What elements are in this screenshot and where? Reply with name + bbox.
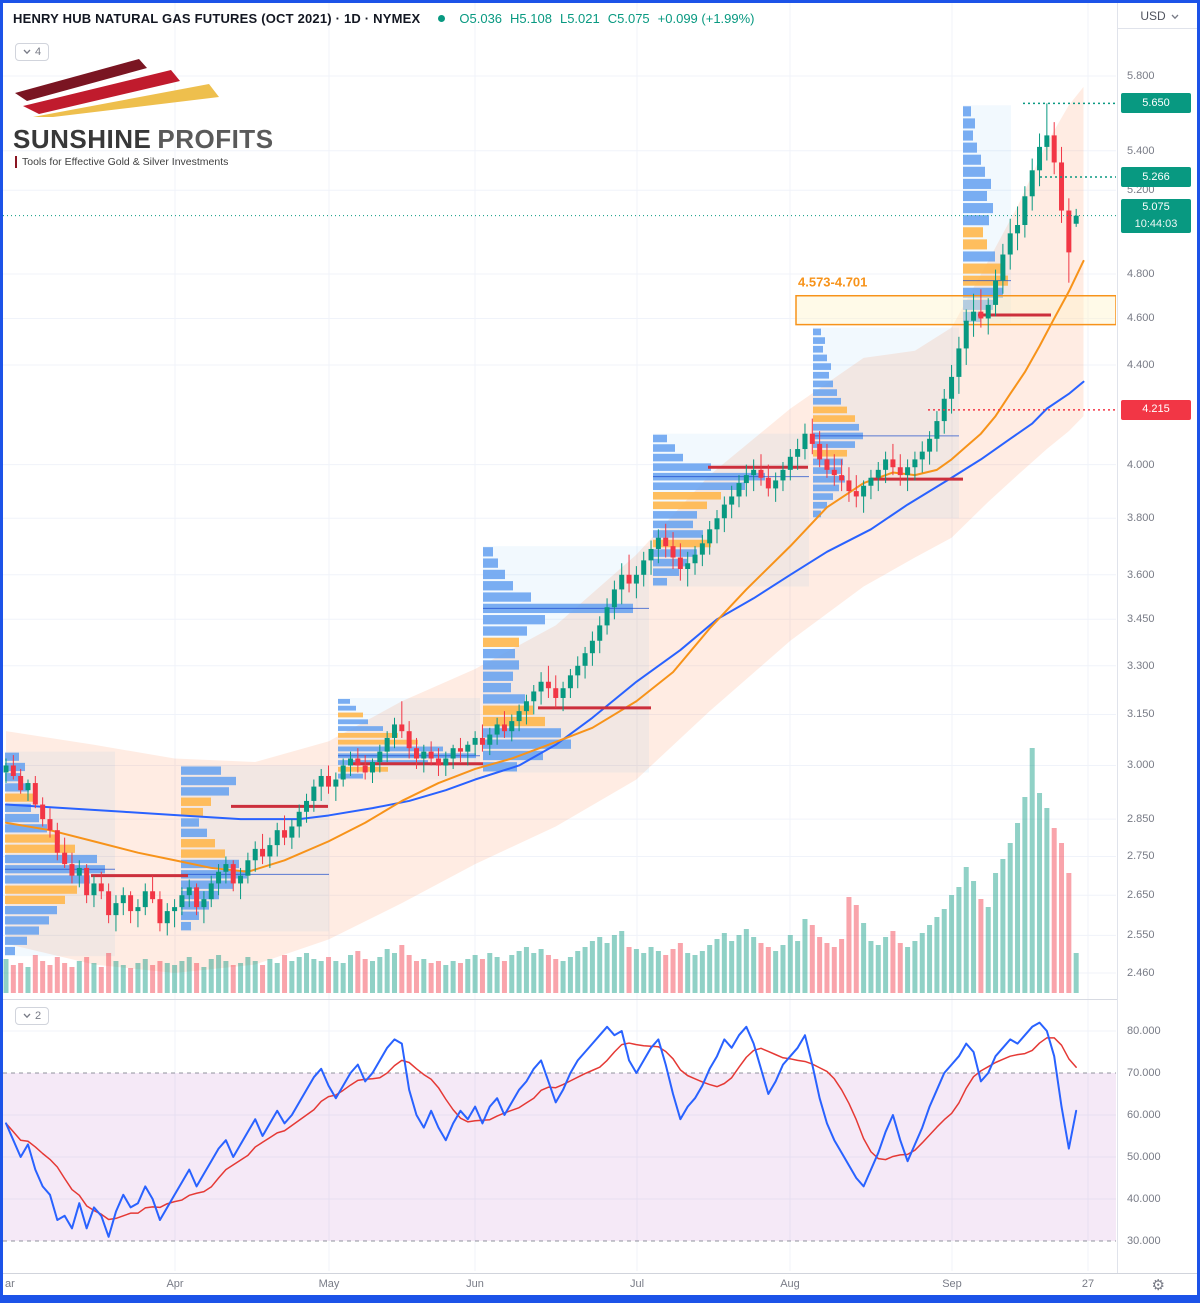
ohlc-values: O5.036 H5.108 L5.021 C5.075 +0.099 (+1.9… <box>459 11 754 26</box>
logo-name-profits: PROFITS <box>157 124 274 154</box>
main-chart-svg[interactable]: 4.573-4.701 <box>3 3 1116 1273</box>
price-tick-label: 3.600 <box>1127 568 1155 581</box>
time-tick-label: Sep <box>942 1278 962 1290</box>
open-value: O5.036 <box>459 11 503 26</box>
rsi-tick-label: 40.000 <box>1127 1193 1161 1205</box>
symbol-title[interactable]: HENRY HUB NATURAL GAS FUTURES (OCT 2021)… <box>13 11 421 26</box>
price-tick-label: 3.300 <box>1127 659 1155 672</box>
logo-arrows-icon <box>15 59 219 117</box>
time-tick-label: Aug <box>780 1278 800 1290</box>
price-level-badge: 5.650 <box>1121 93 1191 114</box>
price-tick-label: 3.000 <box>1127 759 1155 772</box>
currency-selector-button[interactable]: USD <box>1118 3 1197 29</box>
rsi-tick-label: 70.000 <box>1127 1067 1161 1079</box>
rsi-tick-label: 60.000 <box>1127 1109 1161 1121</box>
price-tick-label: 2.460 <box>1127 967 1155 979</box>
chevron-down-icon <box>1171 9 1179 23</box>
sunshine-profits-logo: SUNSHINE PROFITS Tools for Effective Gold… <box>13 57 274 168</box>
time-tick-label: Apr <box>166 1278 184 1290</box>
price-tick-label: 4.600 <box>1127 312 1155 325</box>
currency-label: USD <box>1140 8 1166 23</box>
rsi-tick-label: 80.000 <box>1127 1025 1161 1037</box>
chevron-down-icon <box>23 1010 31 1022</box>
settings-gear-icon[interactable]: ⚙ <box>1151 1277 1165 1294</box>
chevron-down-icon <box>23 46 31 58</box>
rsi-tick-label: 50.000 <box>1127 1151 1161 1163</box>
price-level-badge: 4.215 <box>1121 399 1191 420</box>
time-tick-label: May <box>318 1278 340 1290</box>
rsi-tick-label: 30.000 <box>1127 1235 1161 1247</box>
price-axis[interactable]: USD 5.800 5.400 5.200 4.800 4.600 4.400 4.000 3… <box>1117 3 1197 1273</box>
price-tick-label: 3.450 <box>1127 613 1155 626</box>
price-level-badge: 5.075 10:44:03 <box>1121 198 1191 233</box>
price-tick-label: 4.000 <box>1127 458 1155 471</box>
time-tick-label: Jun <box>466 1278 484 1290</box>
price-tick-label: 2.650 <box>1127 889 1155 902</box>
svg-text:4.573-4.701: 4.573-4.701 <box>798 275 867 290</box>
high-value: H5.108 <box>510 11 552 26</box>
price-tick-label: 2.750 <box>1127 850 1155 863</box>
logo-name-sunshine: SUNSHINE <box>13 124 152 154</box>
logo-tagline: Tools for Effective Gold & Silver Invest… <box>15 156 274 168</box>
price-tick-label: 5.400 <box>1127 144 1155 157</box>
indicator-count: 2 <box>35 1010 42 1022</box>
low-value: L5.021 <box>559 11 600 26</box>
price-level-badge: 5.266 <box>1121 167 1191 188</box>
time-tick-label: Jul <box>629 1278 645 1290</box>
indicator-count: 4 <box>35 46 42 58</box>
bar-countdown: 10:44:03 <box>1134 217 1178 230</box>
logo-wordmark: SUNSHINE PROFITS <box>13 124 274 155</box>
time-axis[interactable]: ⚙ ar Apr May Jun Jul Aug Sep 27 <box>3 1273 1197 1295</box>
pane-separator[interactable] <box>3 999 1197 1000</box>
price-tick-label: 4.800 <box>1127 267 1155 280</box>
price-tick-label: 2.850 <box>1127 813 1155 826</box>
price-tick-label: 2.550 <box>1127 929 1155 942</box>
market-status-dot-icon <box>438 15 446 22</box>
change-value: +0.099 (+1.99%) <box>657 11 755 26</box>
price-tick-label: 5.200 <box>1127 184 1155 197</box>
price-tick-label: 3.800 <box>1127 512 1155 525</box>
rsi-pane-collapse-badge[interactable]: 2 <box>15 1007 50 1025</box>
main-pane-collapse-badge[interactable]: 4 <box>15 43 50 61</box>
time-tick-label: ar <box>5 1278 15 1290</box>
symbol-header: HENRY HUB NATURAL GAS FUTURES (OCT 2021)… <box>13 11 755 26</box>
price-tick-label: 5.800 <box>1127 70 1155 83</box>
time-tick-label: 27 <box>1081 1278 1095 1290</box>
close-value: C5.075 <box>607 11 650 26</box>
price-tick-label: 3.150 <box>1127 708 1155 721</box>
price-tick-label: 4.400 <box>1127 358 1155 371</box>
